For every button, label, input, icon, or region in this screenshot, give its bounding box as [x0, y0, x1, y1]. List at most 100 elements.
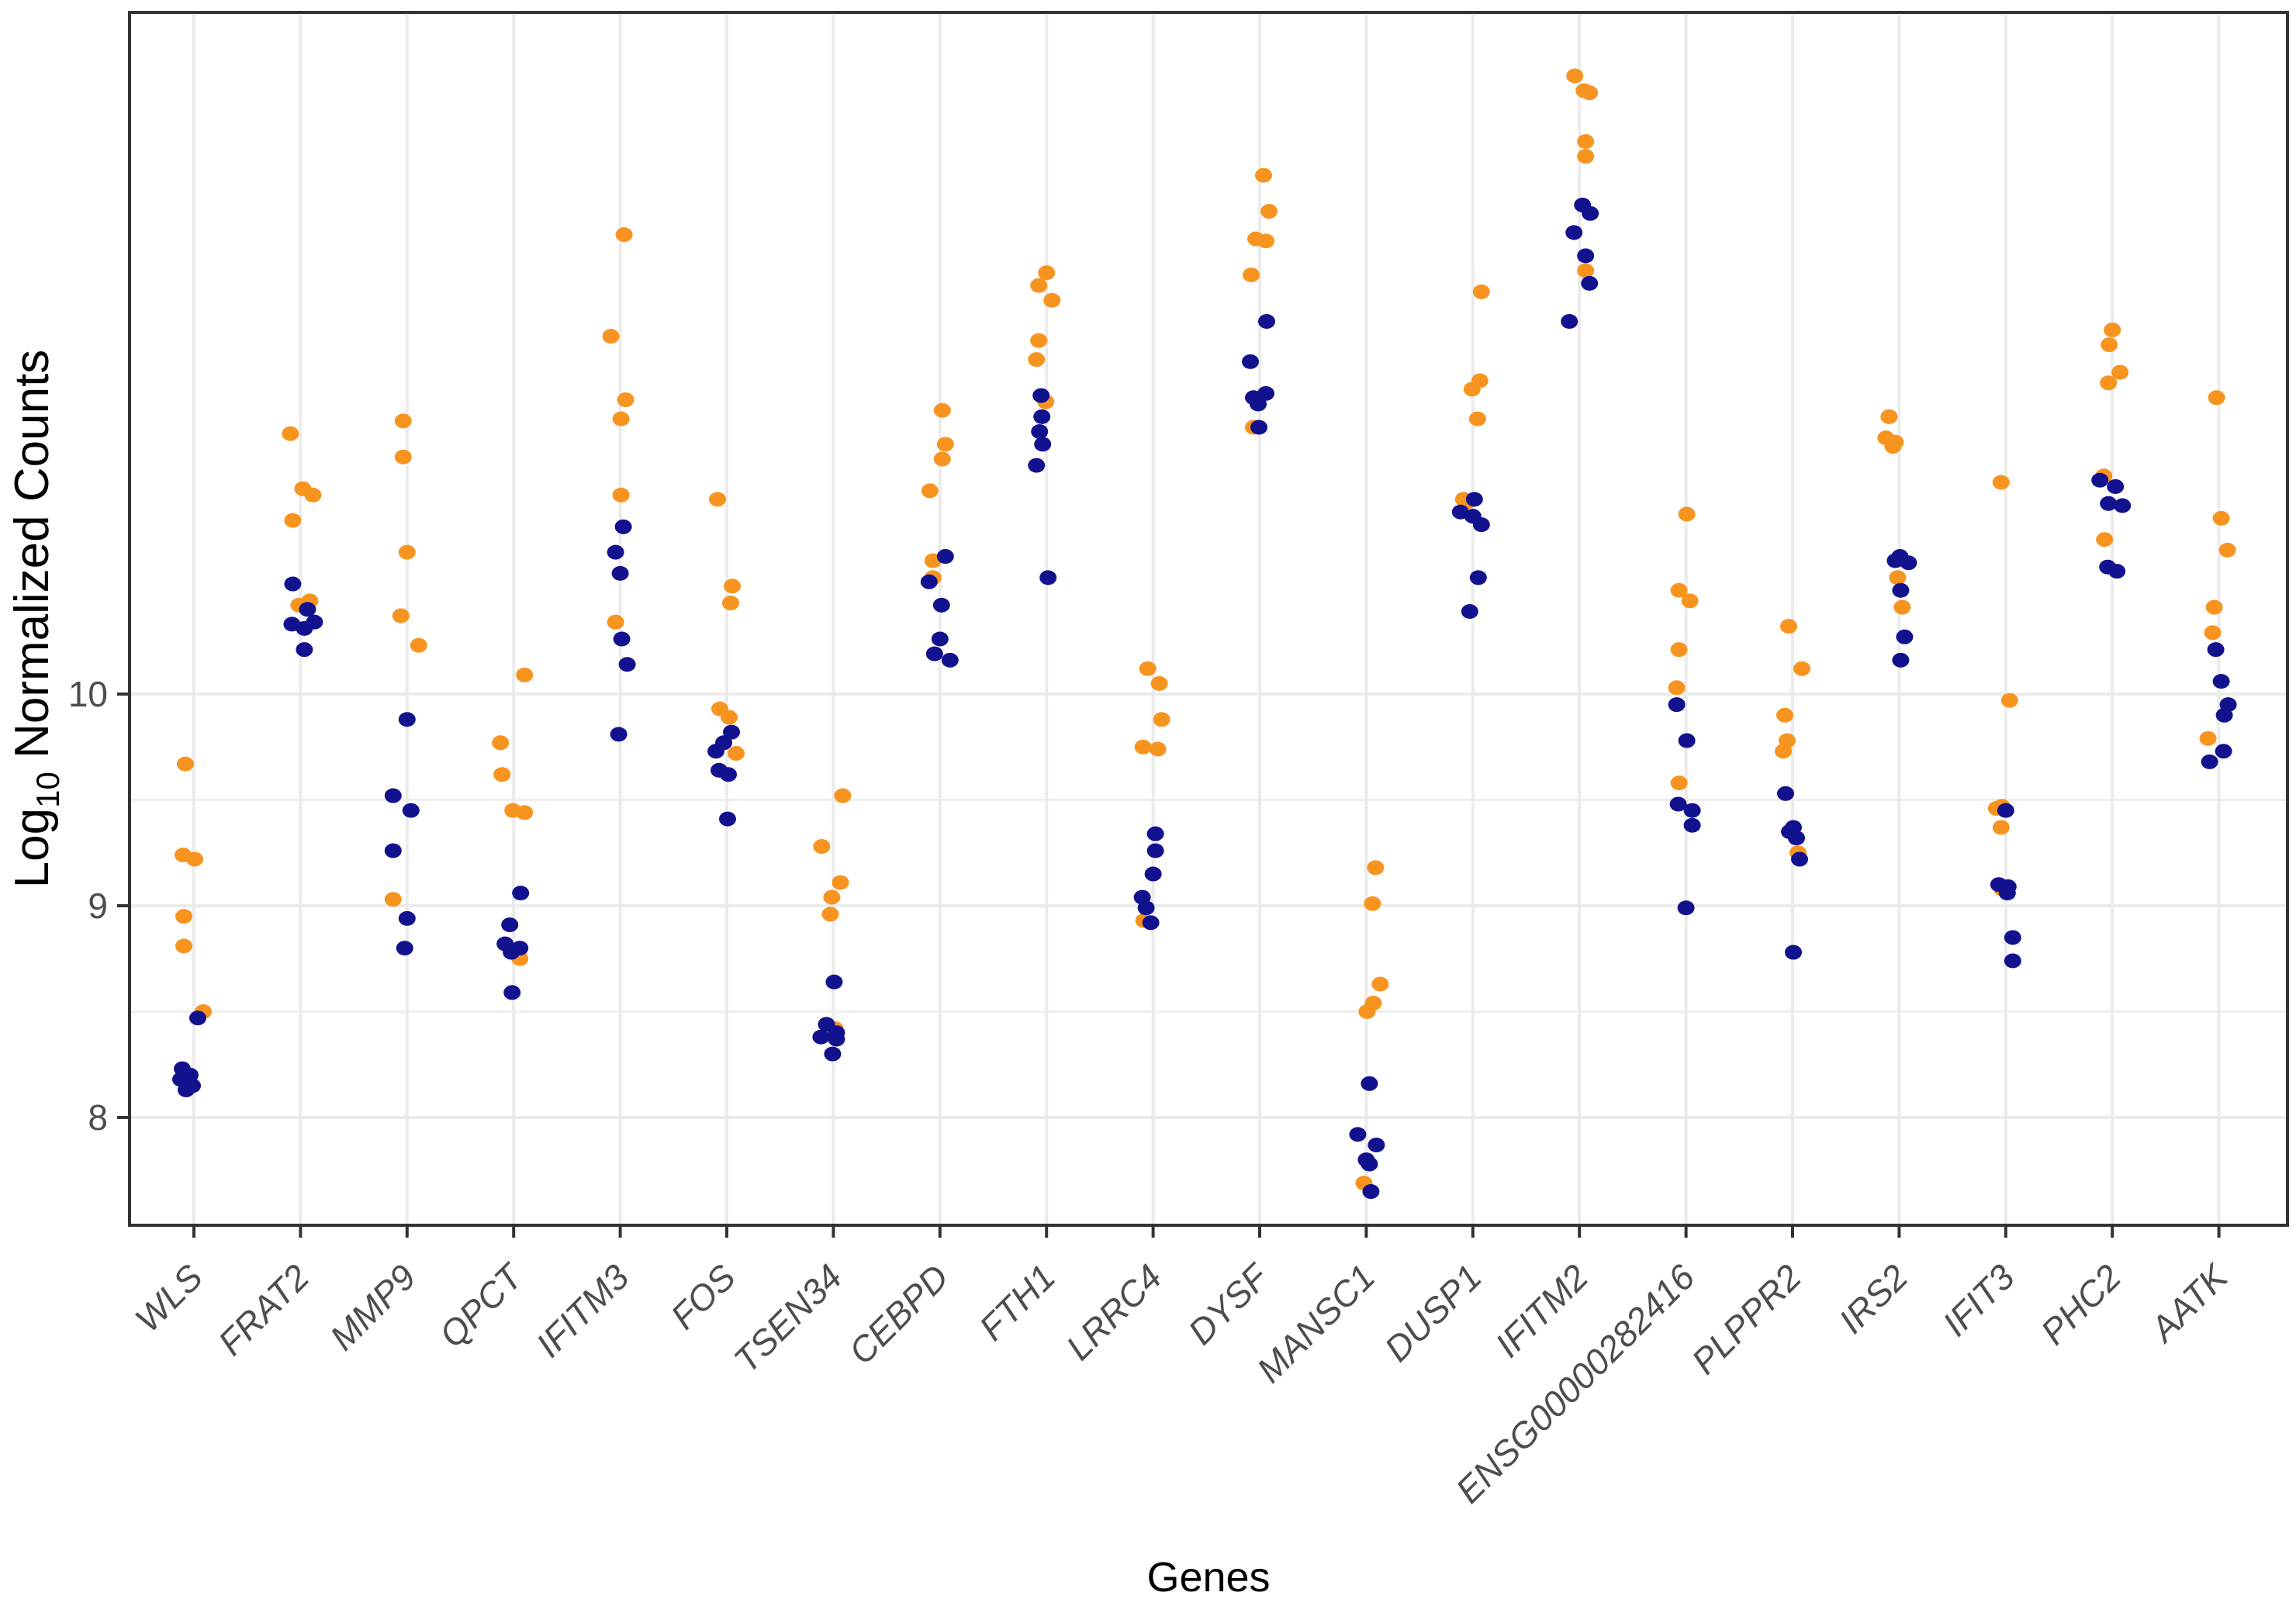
data-point-navy [1777, 786, 1794, 801]
data-point-navy [828, 1031, 845, 1047]
x-tick-label: PHC2 [2033, 1256, 2129, 1352]
data-point-orange [612, 411, 630, 427]
data-point-orange [177, 756, 194, 772]
data-point-orange [813, 839, 831, 855]
data-point-navy [1033, 409, 1051, 424]
data-point-navy [1997, 803, 2014, 818]
data-point-orange [284, 513, 302, 528]
data-point-orange [709, 492, 726, 507]
data-point-orange [1260, 204, 1278, 219]
data-point-navy [1361, 1156, 1378, 1172]
data-point-orange [492, 735, 510, 751]
data-point-navy [719, 811, 736, 827]
data-point-navy [1668, 697, 1686, 713]
data-point-orange [823, 889, 841, 905]
data-point-orange [1463, 382, 1481, 397]
data-point-navy [296, 642, 313, 658]
data-point-navy [614, 519, 632, 534]
data-point-navy [932, 597, 950, 613]
data-point-navy [512, 886, 530, 901]
data-point-navy [1669, 796, 1687, 812]
data-point-navy [398, 712, 416, 727]
data-point-orange [1030, 278, 1048, 293]
data-point-orange [398, 544, 416, 560]
data-point-navy [1461, 604, 1478, 620]
data-point-orange [2204, 625, 2222, 641]
data-point-navy [613, 631, 631, 647]
data-point-navy [1032, 388, 1050, 403]
data-point-navy [1465, 492, 1483, 507]
x-tick-label: IFITM3 [528, 1256, 637, 1365]
data-point-navy [1683, 817, 1701, 833]
data-point-orange [394, 449, 412, 465]
data-point-orange [2111, 364, 2129, 380]
data-point-orange [1243, 267, 1260, 282]
data-point-orange [834, 788, 852, 803]
data-point-navy [2108, 564, 2126, 579]
data-point-orange [1780, 619, 1797, 634]
data-point-navy [1469, 570, 1487, 585]
data-point-navy [1349, 1127, 1367, 1142]
data-point-orange [1889, 570, 1907, 585]
data-point-orange [1367, 860, 1385, 876]
data-point-navy [2004, 953, 2021, 969]
data-point-orange [1577, 263, 1595, 278]
data-point-navy [1137, 900, 1155, 916]
data-point-orange [1028, 352, 1046, 368]
data-point-navy [2004, 930, 2021, 945]
data-point-orange [1577, 149, 1595, 164]
data-point-navy [931, 631, 949, 647]
data-point-orange [384, 892, 402, 907]
data-point-orange [394, 413, 412, 429]
data-point-navy [398, 910, 416, 926]
x-tick-label: MANSC1 [1249, 1256, 1382, 1390]
data-point-navy [189, 1010, 206, 1026]
data-point-orange [728, 745, 745, 761]
data-point-navy [1565, 225, 1583, 240]
data-point-navy [503, 985, 521, 1000]
x-tick-label: IRS2 [1831, 1256, 1915, 1341]
data-point-navy [611, 565, 629, 581]
data-point-navy [396, 941, 413, 956]
data-point-navy [1250, 396, 1267, 412]
data-point-orange [1255, 168, 1272, 183]
data-point-navy [1242, 354, 1259, 369]
data-point-navy [824, 1046, 842, 1062]
data-point-navy [2215, 707, 2233, 723]
data-point-orange [722, 596, 739, 611]
data-point-navy [1142, 915, 1160, 931]
x-tick-label: LRRC4 [1058, 1256, 1169, 1367]
data-point-orange [1670, 775, 1688, 791]
data-point-navy [1146, 843, 1164, 858]
x-tick-label: TSEN34 [726, 1256, 850, 1380]
data-point-navy [1998, 886, 2016, 901]
data-point-navy [2201, 754, 2218, 769]
data-point-orange [1139, 661, 1157, 676]
data-point-navy [1561, 314, 1578, 330]
x-tick-label: PLPPR2 [1684, 1256, 1810, 1382]
data-point-orange [1992, 475, 2010, 490]
data-point-navy [618, 657, 636, 672]
data-point-orange [1793, 661, 1810, 676]
data-point-orange [186, 851, 203, 867]
data-point-orange [304, 487, 322, 503]
data-point-navy [1577, 248, 1595, 264]
x-tick-label: DUSP1 [1377, 1256, 1489, 1369]
data-point-navy [503, 945, 520, 960]
data-point-navy [2107, 478, 2125, 494]
data-point-orange [1992, 820, 2010, 835]
y-axis-title: Log10 Normalized Counts [5, 350, 66, 889]
x-tick-label: IFITM2 [1487, 1256, 1596, 1365]
data-point-orange [1043, 292, 1061, 308]
data-point-orange [2000, 693, 2018, 708]
data-point-navy [2207, 642, 2225, 658]
y-tick-label: 10 [68, 674, 108, 714]
data-point-orange [821, 907, 839, 922]
data-point-navy [610, 727, 628, 742]
data-point-orange [2101, 337, 2118, 353]
data-point-orange [392, 608, 410, 623]
panel-border [128, 11, 2289, 1227]
